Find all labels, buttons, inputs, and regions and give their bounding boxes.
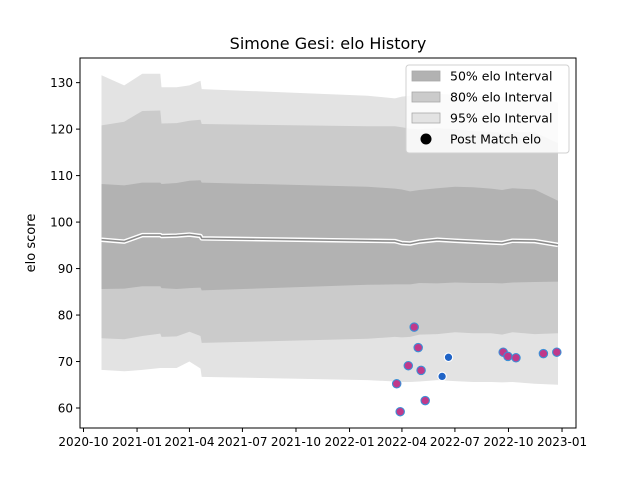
y-tick-label: 100 — [50, 216, 73, 230]
mean-elo-line — [101, 233, 559, 246]
y-tick-label: 90 — [58, 262, 73, 276]
legend-swatch — [411, 91, 441, 103]
post-match-point-5 — [413, 342, 423, 353]
legend: 50% elo Interval 80% elo Interval 95% elo … — [405, 64, 570, 154]
post-match-point-14 — [552, 347, 562, 357]
x-tick-label: 2023-01 — [537, 435, 587, 449]
post-match-point-1 — [391, 379, 402, 389]
post-match-point-4 — [409, 322, 419, 332]
post-match-point-2 — [395, 406, 405, 417]
y-tick-label: 70 — [58, 355, 73, 369]
y-tick-label: 80 — [58, 309, 73, 323]
post-match-point-8 — [437, 371, 447, 382]
y-axis-label: elo score — [24, 214, 39, 273]
post-match-point-13 — [538, 348, 549, 359]
y-tick-label: 110 — [50, 169, 73, 183]
post-match-point-9 — [443, 352, 454, 363]
legend-label: Post Match elo — [450, 132, 541, 147]
post-match-point-11 — [503, 351, 513, 362]
legend-swatch — [411, 70, 441, 82]
x-tick-label: 2022-04 — [377, 435, 427, 449]
legend-box — [405, 64, 570, 154]
x-tick-label: 2022-07 — [430, 435, 480, 449]
x-axis: 2020-10 2021-01 2021-04 2021-07 2021-10 2022-… — [58, 428, 587, 449]
legend-label: 95% elo Interval — [450, 111, 552, 126]
y-tick-label: 120 — [50, 123, 73, 137]
x-tick-label: 2022-10 — [483, 435, 533, 449]
x-tick-label: 2020-10 — [58, 435, 108, 449]
x-tick-label: 2021-07 — [217, 435, 267, 449]
x-tick-label: 2021-04 — [164, 435, 214, 449]
legend-swatch — [411, 112, 441, 124]
y-axis: 60 70 80 90 100 110 120 130 — [50, 76, 80, 416]
legend-label: 80% elo Interval — [450, 90, 552, 105]
legend-label: 50% elo Interval — [450, 69, 552, 84]
x-tick-label: 2021-10 — [271, 435, 321, 449]
legend-marker — [420, 133, 432, 145]
chart-title: Simone Gesi: elo History — [230, 34, 427, 53]
post-match-point-12 — [511, 353, 521, 363]
post-match-point-7 — [420, 395, 430, 406]
x-tick-label: 2021-01 — [112, 435, 162, 449]
y-tick-label: 60 — [58, 402, 73, 416]
post-match-point-3 — [403, 360, 414, 371]
y-tick-label: 130 — [50, 76, 73, 90]
band-50-interval — [101, 180, 558, 291]
post-match-point-6 — [416, 365, 426, 376]
x-tick-label: 2022-01 — [324, 435, 374, 449]
axes-frame — [79, 57, 577, 429]
